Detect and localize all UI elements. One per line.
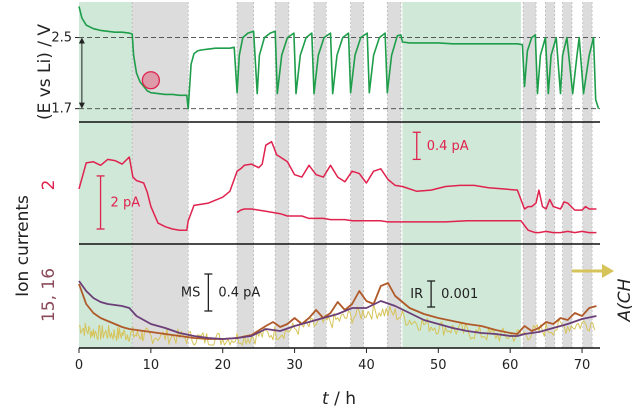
rest-phase-band bbox=[562, 2, 572, 348]
y-axis-title-mz2: 2 bbox=[39, 180, 59, 191]
highlight-marker bbox=[141, 71, 161, 90]
arrow-head-up bbox=[78, 37, 85, 44]
phase-shading bbox=[79, 2, 593, 348]
x-axis: 1.7 2.5 0 10 20 30 40 50 60 70 bbox=[51, 31, 600, 373]
scale-bar-label: 0.4 pA bbox=[427, 139, 469, 154]
annotations: 0.4 pA 2 pA MS 0.4 pA IR 0.001 bbox=[78, 37, 614, 312]
rest-phase-band bbox=[132, 2, 189, 348]
x-tick-label: 50 bbox=[430, 358, 447, 373]
scale-bar-value: 0.4 pA bbox=[218, 286, 260, 301]
scale-bar-name: MS bbox=[181, 286, 200, 301]
rest-phase-band bbox=[523, 2, 537, 348]
rest-phase-band bbox=[350, 2, 364, 348]
y-tick-label: 1.7 bbox=[51, 102, 72, 117]
reference-lines bbox=[79, 37, 600, 110]
arrow-head-down bbox=[78, 102, 85, 109]
ion-current-mz2-lower bbox=[236, 208, 597, 234]
x-tick-label: 30 bbox=[286, 358, 303, 373]
scale-bar-value: 0.001 bbox=[441, 287, 478, 302]
x-tick-label: 40 bbox=[358, 358, 375, 373]
cycling-phase-band bbox=[402, 2, 521, 348]
rest-phase-band bbox=[582, 2, 593, 348]
x-tick-label: 20 bbox=[214, 358, 231, 373]
x-tick-label: 10 bbox=[143, 358, 160, 373]
data-series bbox=[78, 6, 600, 346]
scale-bar-name: IR bbox=[410, 287, 423, 302]
x-tick-label: 60 bbox=[502, 358, 519, 373]
x-tick-label: 0 bbox=[75, 358, 83, 373]
cycling-phase-band bbox=[79, 2, 133, 348]
y-axis-title-mz15-16: 15, 16 bbox=[39, 268, 59, 322]
rest-phase-band bbox=[237, 2, 254, 348]
y-axis-title-ion-currents: Ion currents bbox=[13, 195, 33, 297]
ion-current-mz15 bbox=[78, 282, 597, 340]
ir-axis-arrow-head bbox=[602, 264, 614, 278]
x-axis-variable: t bbox=[322, 389, 330, 409]
scale-bar-label: 2 pA bbox=[111, 195, 141, 210]
x-axis-title: t / h bbox=[322, 389, 356, 409]
x-axis-unit: / h bbox=[329, 389, 356, 409]
rest-phase-band bbox=[387, 2, 401, 348]
rest-phase-band bbox=[545, 2, 555, 348]
x-tick-label: 70 bbox=[574, 358, 591, 373]
potential-line bbox=[78, 6, 600, 110]
rest-phase-band bbox=[313, 2, 327, 348]
y-axis-title-ir: A(CH bbox=[615, 278, 632, 322]
ion-current-mz2-upper bbox=[78, 140, 597, 231]
y-axis-title-potential: (E vs Li) / V bbox=[35, 24, 55, 120]
panel-dividers bbox=[79, 121, 600, 245]
ion-current-mz16 bbox=[78, 280, 597, 340]
y-tick-label: 2.5 bbox=[51, 31, 72, 46]
